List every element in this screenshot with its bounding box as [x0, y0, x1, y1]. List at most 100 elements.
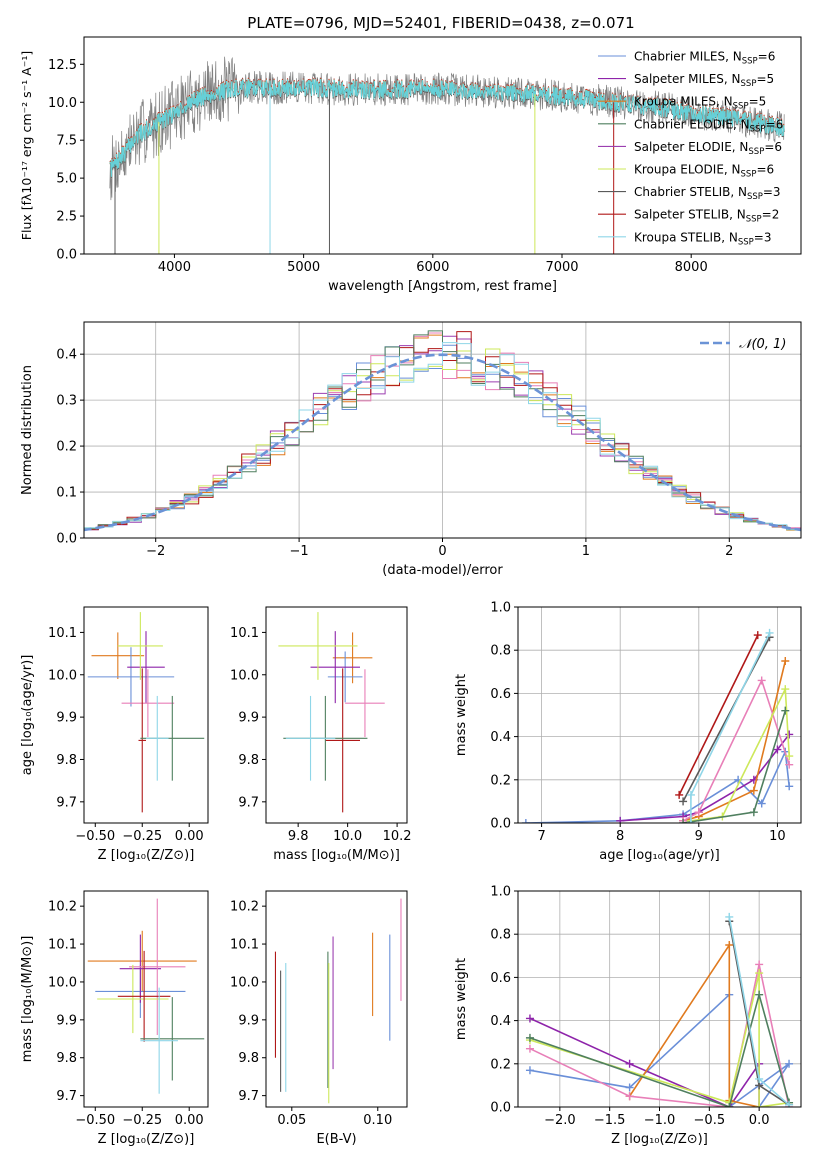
- x-tick-label: −0.5: [694, 1113, 726, 1128]
- legend-entry: 𝒩(0, 1): [739, 337, 786, 352]
- weight-marker: [625, 1083, 634, 1092]
- errorbar-point: [146, 695, 169, 781]
- panel-spectrum: Chabrier MILES, NSSP=6 Salpeter MILES, NS…: [19, 36, 802, 294]
- y-tick-label: 10.1: [48, 938, 77, 953]
- x-tick-label: 8000: [675, 260, 708, 275]
- x-tick-label: 7000: [545, 260, 578, 275]
- x-tick-label: 0.05: [277, 1113, 306, 1128]
- y-tick-label: 5.0: [56, 172, 77, 187]
- legend-entry: Chabrier STELIB, NSSP=3: [634, 185, 781, 202]
- weight-marker: [757, 799, 766, 808]
- x-tick-label: −1.0: [644, 1113, 676, 1128]
- y-tick-label: 0.4: [490, 730, 511, 745]
- legend-entry: Salpeter MILES, NSSP=5: [634, 72, 774, 89]
- x-axis-label: age [log₁₀(age/yr)]: [599, 848, 720, 863]
- legend-entry: Kroupa MILES, NSSP=5: [634, 95, 766, 112]
- x-tick-label: −0.25: [122, 1113, 162, 1128]
- y-axis-label: mass weight: [454, 674, 469, 756]
- weight-series: [679, 706, 790, 823]
- y-tick-label: 10.1: [230, 938, 259, 953]
- errorbar-point: [278, 612, 358, 680]
- y-tick-label: 9.8: [238, 753, 259, 768]
- x-tick-label: −2: [146, 544, 165, 559]
- weight-marker: [686, 819, 695, 823]
- weight-marker: [725, 1103, 734, 1107]
- plot-area: [518, 891, 801, 1107]
- errorbar-point: [138, 668, 146, 813]
- x-tick-label: −0.50: [75, 829, 115, 844]
- x-tick-label: 0.00: [175, 829, 204, 844]
- legend-entry: Kroupa STELIB, NSSP=3: [634, 230, 772, 247]
- y-tick-label: 0.2: [490, 773, 511, 788]
- axes-frame: [83, 890, 209, 1108]
- axes-frame: [517, 606, 802, 824]
- errorbar-point: [97, 964, 169, 1034]
- weight-marker: [525, 1066, 534, 1075]
- y-tick-label: 10.0: [48, 668, 77, 683]
- plot-area: [87, 898, 205, 1094]
- y-tick-label: 0.3: [56, 394, 77, 409]
- weight-line: [678, 634, 759, 796]
- y-tick-label: 9.8: [56, 753, 77, 768]
- weight-series: [525, 960, 794, 1107]
- legend-entry: Chabrier ELODIE, NSSP=6: [634, 117, 783, 134]
- weight-line: [529, 991, 790, 1107]
- axes-frame: [83, 606, 209, 824]
- y-axis-label: mass weight: [454, 958, 469, 1040]
- y-tick-label: 0.0: [490, 817, 511, 832]
- weight-marker: [625, 1092, 634, 1101]
- y-tick-label: 10.2: [48, 900, 77, 915]
- x-tick-label: 8: [616, 829, 624, 844]
- weight-series: [686, 628, 774, 823]
- weight-marker: [755, 960, 764, 969]
- errorbar-point: [117, 612, 163, 680]
- errorbar-point: [129, 898, 186, 1035]
- x-tick-label: 10.0: [333, 829, 362, 844]
- y-tick-label: 9.7: [56, 1089, 77, 1104]
- legend-entry: Salpeter STELIB, NSSP=2: [634, 208, 779, 225]
- errorbar-point: [119, 934, 162, 1003]
- y-tick-label: 0.0: [490, 1101, 511, 1116]
- y-tick-label: 0.8: [490, 644, 511, 659]
- weight-marker: [525, 1014, 534, 1023]
- legend-entry: Kroupa ELODIE, NSSP=6: [634, 163, 774, 180]
- errorbar-point: [140, 987, 178, 1094]
- y-tick-label: 9.7: [238, 1089, 259, 1104]
- errorbar-point: [325, 668, 360, 813]
- weight-marker: [781, 706, 790, 715]
- y-tick-label: 12.5: [48, 58, 77, 73]
- y-tick-label: 0.4: [490, 1014, 511, 1029]
- y-tick-label: 9.7: [56, 795, 77, 810]
- weight-marker: [785, 730, 794, 739]
- x-tick-label: −0.50: [75, 1113, 115, 1128]
- x-axis-label: (data-model)/error: [382, 563, 503, 578]
- weight-marker: [679, 819, 688, 823]
- y-tick-label: 9.9: [56, 711, 77, 726]
- weight-marker: [753, 631, 762, 640]
- y-tick-label: 10.0: [230, 668, 259, 683]
- weight-marker: [781, 685, 790, 694]
- weight-marker: [781, 657, 790, 665]
- x-tick-label: 10.2: [383, 829, 412, 844]
- plot-area: [278, 612, 385, 813]
- weight-marker: [675, 790, 684, 799]
- residual-legend: 𝒩(0, 1): [700, 337, 786, 352]
- x-tick-label: 9.8: [288, 829, 309, 844]
- weight-marker: [785, 1059, 794, 1068]
- y-tick-label: 10.0: [48, 975, 77, 990]
- weight-line: [628, 942, 760, 1107]
- errorbar-point: [87, 930, 197, 992]
- errorbar-point: [310, 631, 360, 704]
- y-tick-label: 0.6: [490, 971, 511, 986]
- weight-line: [529, 964, 790, 1107]
- y-tick-label: 1.0: [490, 885, 511, 900]
- weight-marker: [625, 1059, 634, 1068]
- weight-marker: [755, 969, 764, 978]
- weight-marker: [785, 752, 794, 761]
- plot-area: [87, 612, 205, 813]
- spectrum-legend: Chabrier MILES, NSSP=6 Salpeter MILES, NS…: [598, 50, 783, 247]
- legend-entry: Salpeter ELODIE, NSSP=6: [634, 140, 782, 157]
- normal-curve: [84, 353, 801, 532]
- y-tick-label: 10.1: [230, 626, 259, 641]
- x-tick-label: 0.00: [175, 1113, 204, 1128]
